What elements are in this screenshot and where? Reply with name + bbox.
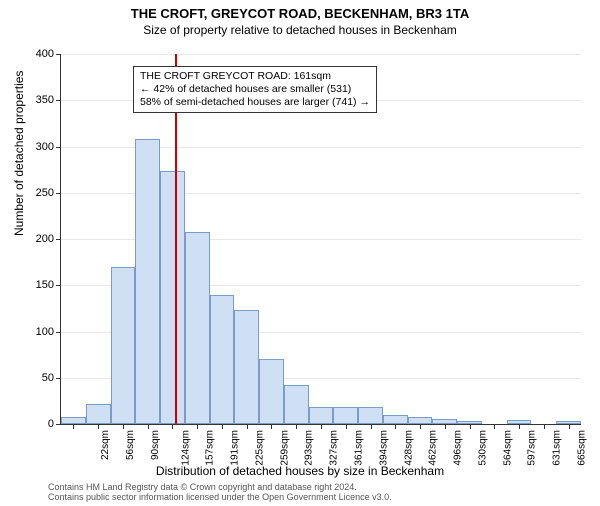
xtick-label: 665sqm xyxy=(576,430,587,466)
xtick-mark xyxy=(98,424,99,429)
chart: 22sqm56sqm90sqm124sqm157sqm191sqm225sqm2… xyxy=(60,54,580,424)
xtick-mark xyxy=(569,424,570,429)
bar xyxy=(234,310,259,424)
bar xyxy=(284,385,309,424)
bar xyxy=(383,415,408,424)
page-title: THE CROFT, GREYCOT ROAD, BECKENHAM, BR3 … xyxy=(0,6,600,21)
bar xyxy=(259,359,284,424)
annotation-line1: THE CROFT GREYCOT ROAD: 161sqm xyxy=(140,70,370,83)
xtick-mark xyxy=(296,424,297,429)
annotation-line2: ← 42% of detached houses are smaller (53… xyxy=(140,83,370,96)
ytick-mark xyxy=(56,285,61,286)
xtick-mark xyxy=(247,424,248,429)
ytick-label: 350 xyxy=(0,94,54,106)
ytick-label: 300 xyxy=(0,141,54,153)
bar xyxy=(111,267,136,424)
xtick-label: 293sqm xyxy=(304,430,315,466)
xtick-label: 124sqm xyxy=(180,430,191,466)
xtick-mark xyxy=(271,424,272,429)
footer-line1: Contains HM Land Registry data © Crown c… xyxy=(48,482,392,492)
bar xyxy=(86,404,111,424)
xtick-mark xyxy=(395,424,396,429)
ytick-label: 150 xyxy=(0,279,54,291)
xtick-mark xyxy=(445,424,446,429)
xtick-mark xyxy=(321,424,322,429)
xtick-mark xyxy=(222,424,223,429)
xtick-mark xyxy=(371,424,372,429)
xtick-label: 22sqm xyxy=(100,430,111,460)
xtick-label: 259sqm xyxy=(279,430,290,466)
ytick-label: 250 xyxy=(0,187,54,199)
ytick-label: 0 xyxy=(0,418,54,430)
annotation-box: THE CROFT GREYCOT ROAD: 161sqm← 42% of d… xyxy=(133,66,377,113)
ytick-mark xyxy=(56,100,61,101)
xtick-label: 56sqm xyxy=(125,430,136,460)
xtick-label: 428sqm xyxy=(403,430,414,466)
xtick-label: 225sqm xyxy=(255,430,266,466)
gridline xyxy=(61,54,581,55)
x-axis-label: Distribution of detached houses by size … xyxy=(0,464,600,478)
ytick-mark xyxy=(56,239,61,240)
annotation-line3: 58% of semi-detached houses are larger (… xyxy=(140,96,370,109)
page-subtitle: Size of property relative to detached ho… xyxy=(0,23,600,37)
xtick-label: 361sqm xyxy=(354,430,365,466)
ytick-mark xyxy=(56,424,61,425)
xtick-mark xyxy=(494,424,495,429)
ytick-label: 50 xyxy=(0,372,54,384)
ytick-label: 200 xyxy=(0,233,54,245)
xtick-mark xyxy=(420,424,421,429)
ytick-mark xyxy=(56,332,61,333)
xtick-mark xyxy=(470,424,471,429)
xtick-mark xyxy=(544,424,545,429)
bar xyxy=(333,407,358,424)
xtick-label: 496sqm xyxy=(453,430,464,466)
xtick-label: 530sqm xyxy=(477,430,488,466)
ytick-mark xyxy=(56,54,61,55)
xtick-mark xyxy=(123,424,124,429)
bar xyxy=(135,139,160,424)
xtick-label: 597sqm xyxy=(527,430,538,466)
bar xyxy=(185,232,210,424)
xtick-mark xyxy=(172,424,173,429)
ytick-label: 400 xyxy=(0,48,54,60)
footer-line2: Contains public sector information licen… xyxy=(48,492,392,502)
xtick-label: 191sqm xyxy=(230,430,241,466)
ytick-label: 100 xyxy=(0,326,54,338)
ytick-mark xyxy=(56,378,61,379)
xtick-mark xyxy=(519,424,520,429)
xtick-label: 157sqm xyxy=(205,430,216,466)
xtick-label: 394sqm xyxy=(378,430,389,466)
xtick-mark xyxy=(197,424,198,429)
plot-area: 22sqm56sqm90sqm124sqm157sqm191sqm225sqm2… xyxy=(60,54,581,425)
bar xyxy=(309,407,334,424)
ytick-mark xyxy=(56,193,61,194)
bar xyxy=(408,417,433,424)
bar xyxy=(160,171,185,424)
xtick-mark xyxy=(346,424,347,429)
xtick-label: 327sqm xyxy=(329,430,340,466)
bar xyxy=(210,295,235,425)
xtick-label: 462sqm xyxy=(428,430,439,466)
xtick-mark xyxy=(73,424,74,429)
xtick-label: 90sqm xyxy=(150,430,161,460)
xtick-label: 564sqm xyxy=(502,430,513,466)
xtick-mark xyxy=(148,424,149,429)
bar xyxy=(358,407,383,424)
xtick-label: 631sqm xyxy=(552,430,563,466)
ytick-mark xyxy=(56,147,61,148)
bar xyxy=(61,417,86,424)
